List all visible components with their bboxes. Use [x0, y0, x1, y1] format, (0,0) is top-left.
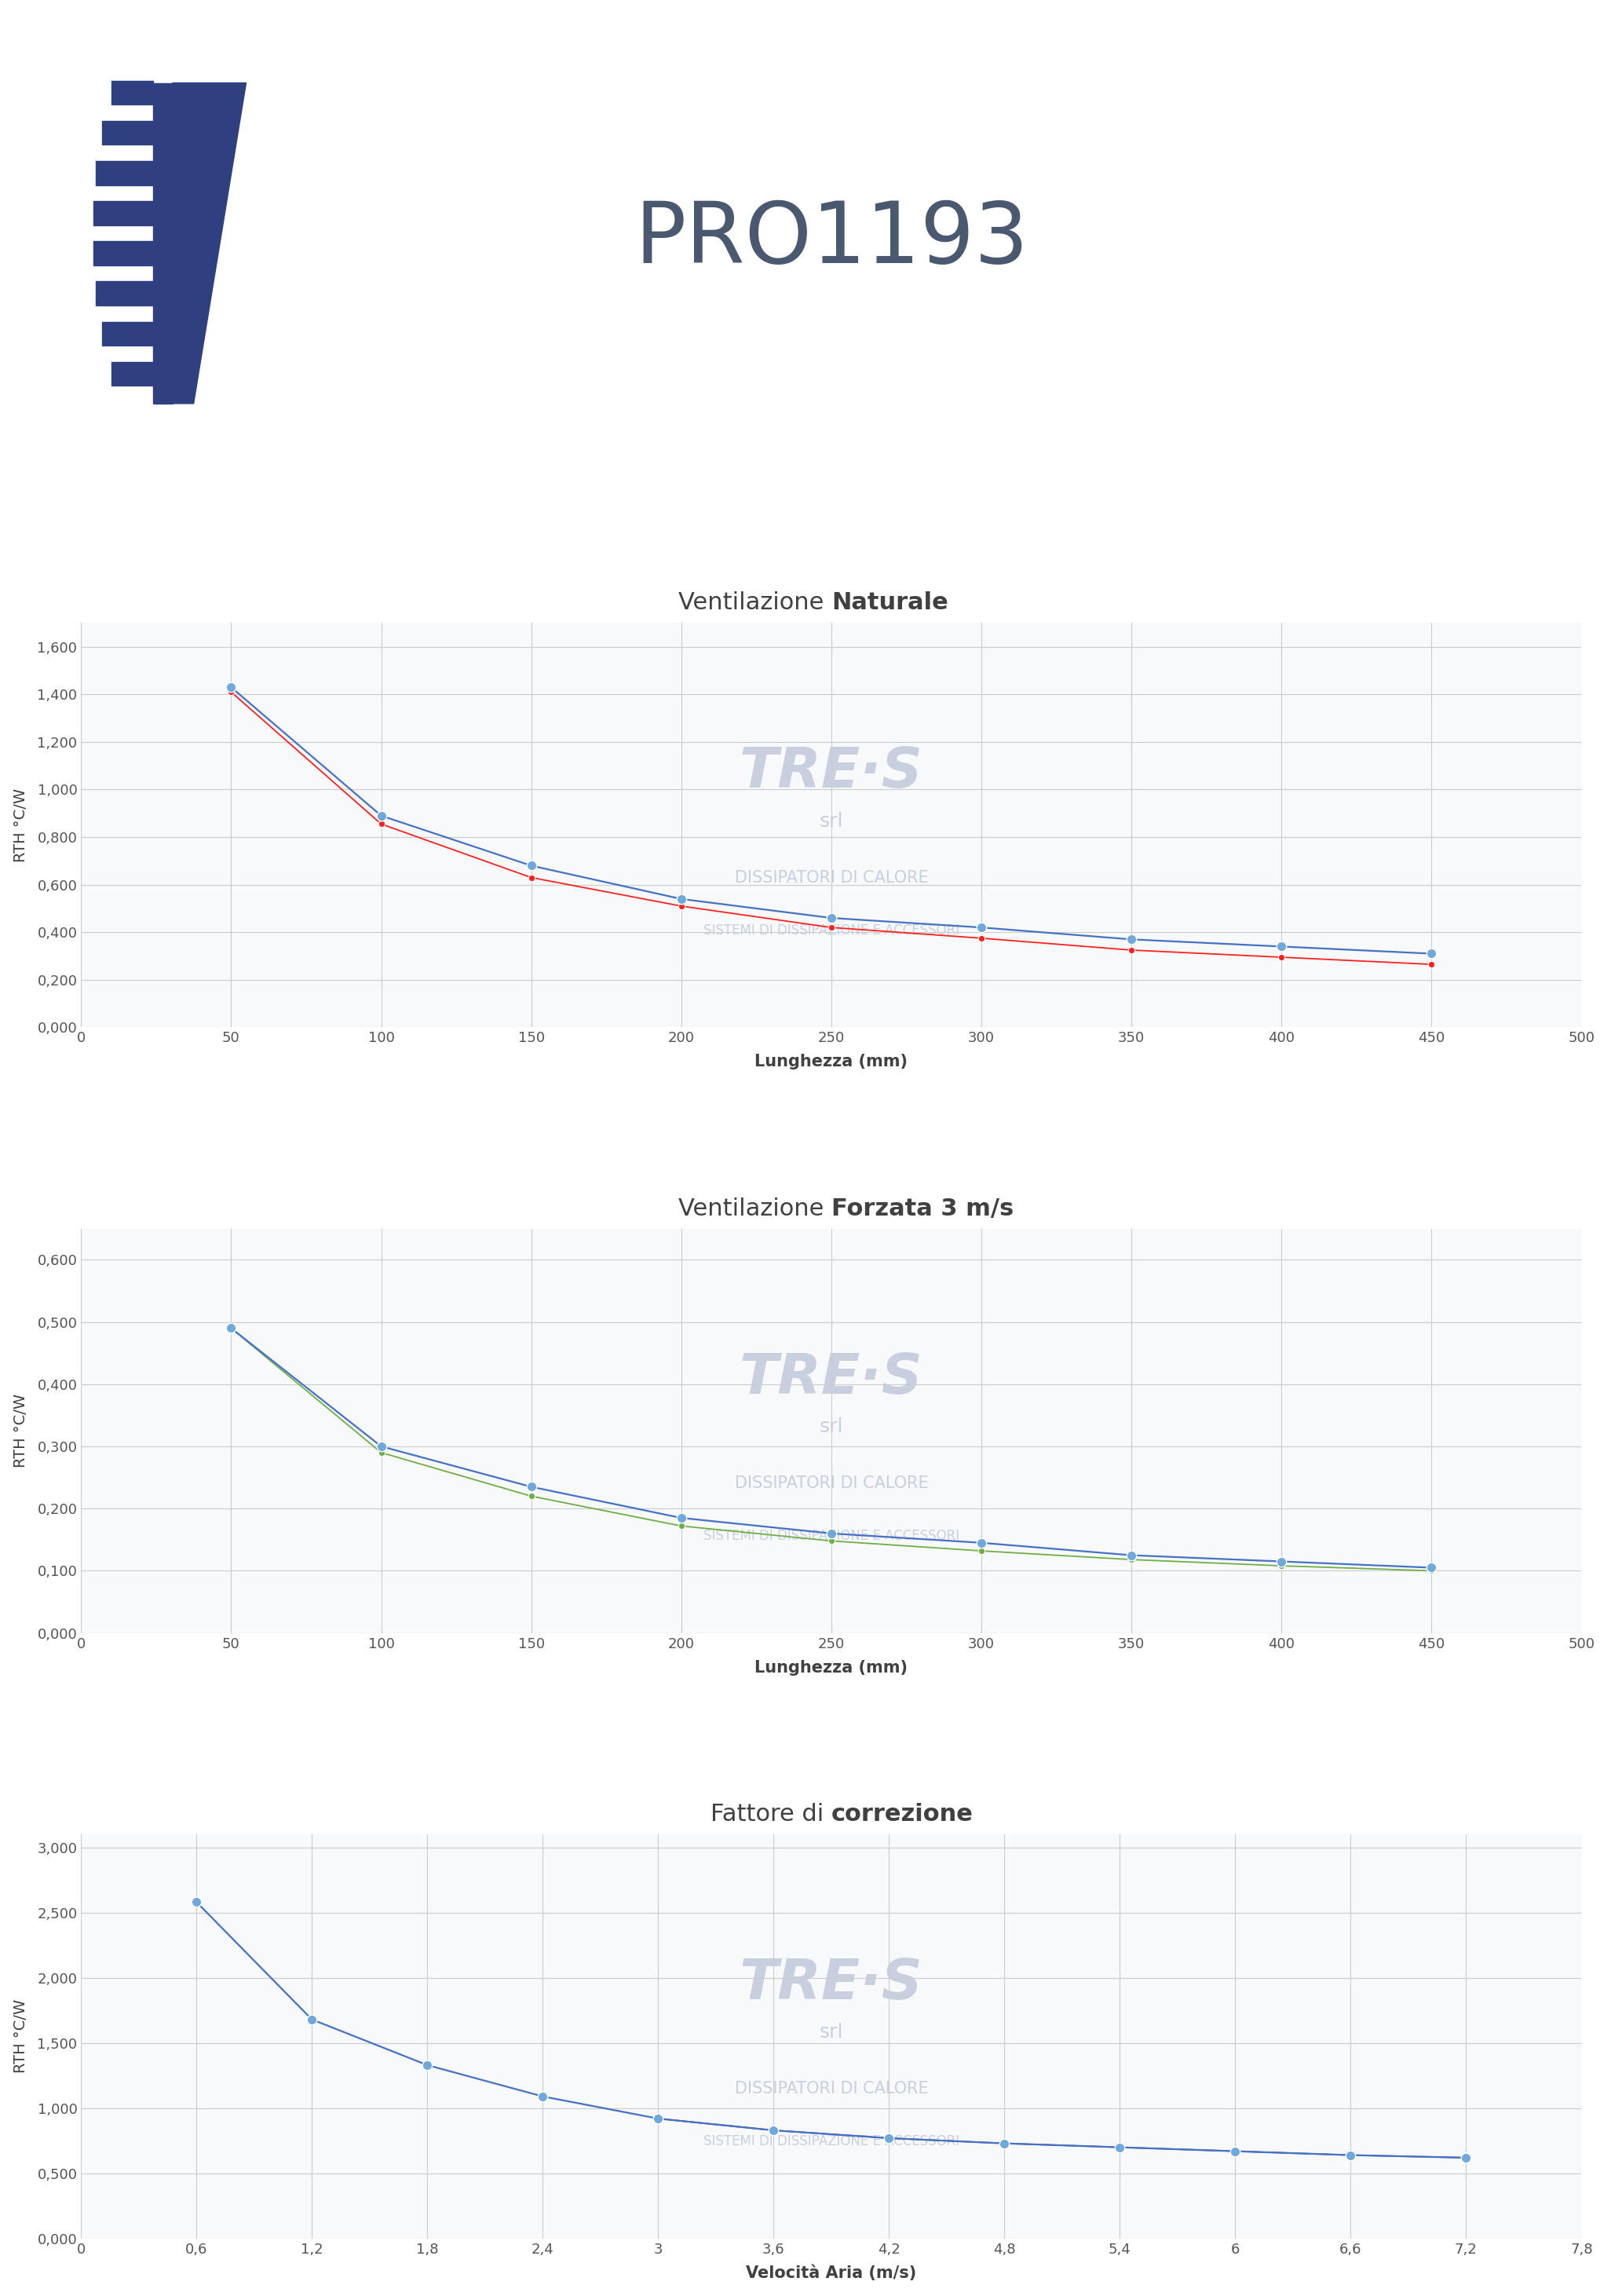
Text: TRE·S: TRE·S [740, 1956, 923, 2011]
Y-axis label: RTH °C/W: RTH °C/W [13, 788, 29, 863]
Bar [102, 122, 152, 145]
Text: srl: srl [819, 1417, 843, 1437]
Text: Forzata 3 m/s: Forzata 3 m/s [832, 1196, 1014, 1219]
Text: Naturale: Naturale [832, 592, 947, 615]
Text: SISTEMI DI DISSIPAZIONE E ACCESSORI: SISTEMI DI DISSIPAZIONE E ACCESSORI [704, 923, 959, 937]
X-axis label: Lunghezza (mm): Lunghezza (mm) [754, 1660, 908, 1676]
Y-axis label: RTH °C/W: RTH °C/W [13, 1394, 29, 1467]
Text: DISSIPATORI DI CALORE: DISSIPATORI DI CALORE [735, 2080, 928, 2096]
Bar [92, 241, 152, 264]
Text: DISSIPATORI DI CALORE: DISSIPATORI DI CALORE [735, 1476, 928, 1490]
Bar [96, 282, 152, 305]
Text: PRO1193: PRO1193 [634, 197, 1028, 280]
X-axis label: Velocità Aria (m/s): Velocità Aria (m/s) [746, 2266, 916, 2282]
Bar [110, 80, 152, 106]
Text: SISTEMI DI DISSIPAZIONE E ACCESSORI: SISTEMI DI DISSIPAZIONE E ACCESSORI [704, 2135, 959, 2149]
Bar [110, 363, 152, 386]
Polygon shape [172, 83, 247, 404]
Bar [102, 321, 152, 344]
Text: srl: srl [819, 2023, 843, 2041]
Text: TRE·S: TRE·S [740, 1350, 923, 1405]
Bar [152, 83, 172, 404]
Text: DISSIPATORI DI CALORE: DISSIPATORI DI CALORE [735, 870, 928, 886]
Text: Fattore di: Fattore di [710, 1802, 832, 1825]
Text: TRE·S: TRE·S [740, 746, 923, 799]
Text: Ventilazione: Ventilazione [678, 1196, 832, 1219]
X-axis label: Lunghezza (mm): Lunghezza (mm) [754, 1054, 908, 1070]
Bar [92, 202, 152, 225]
Bar [96, 161, 152, 186]
Text: SISTEMI DI DISSIPAZIONE E ACCESSORI: SISTEMI DI DISSIPAZIONE E ACCESSORI [704, 1529, 959, 1543]
Text: srl: srl [819, 813, 843, 831]
Text: correzione: correzione [832, 1802, 973, 1825]
Text: Ventilazione: Ventilazione [678, 592, 832, 615]
Y-axis label: RTH °C/W: RTH °C/W [13, 2000, 28, 2073]
